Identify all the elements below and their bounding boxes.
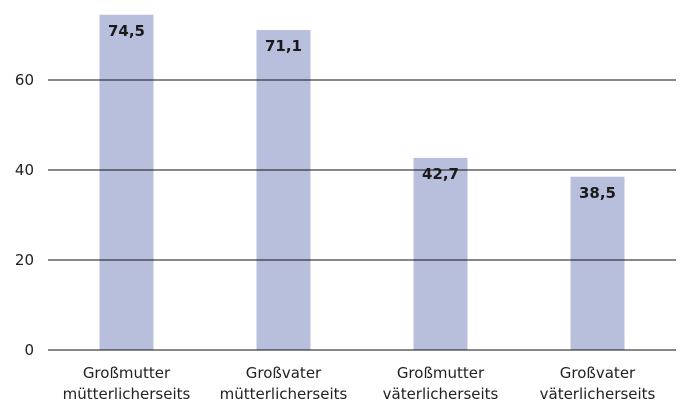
bar [257,30,311,350]
x-tick-label: Großvater mütterlicherseits [220,364,348,403]
data-label: 38,5 [579,184,616,202]
bar [571,177,625,350]
x-tick-label: Großmutter mütterlicherseits [63,364,191,403]
bar [100,15,154,350]
y-tick-label: 20 [15,251,34,269]
data-label: 71,1 [265,37,302,55]
y-tick-label: 60 [15,71,34,89]
y-tick-label: 0 [24,341,34,359]
x-tick-label: Großvater väterlicherseits [540,364,656,403]
data-label: 74,5 [108,22,145,40]
x-tick-label: Großmutter väterlicherseits [383,364,499,403]
y-tick-label: 40 [15,161,34,179]
data-label: 42,7 [422,165,459,183]
bar [414,158,468,350]
